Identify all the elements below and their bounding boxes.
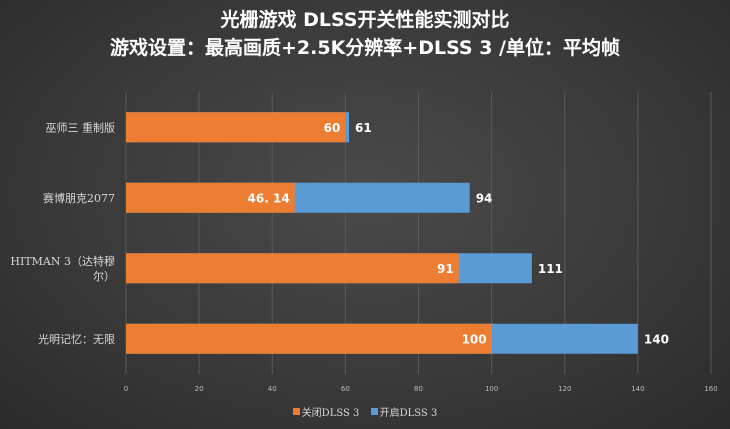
legend-label-off: 关闭DLSS 3 bbox=[301, 408, 360, 419]
legend: 关闭DLSS 3 开启DLSS 3 bbox=[0, 404, 730, 419]
x-tick-label-20: 20 bbox=[195, 385, 204, 393]
chart-title: 光栅游戏 DLSS开关性能实测对比 bbox=[220, 9, 510, 31]
category-label-0: 巫师三 重制版 bbox=[46, 120, 116, 134]
category-label-1: 赛博朋克2077 bbox=[43, 191, 115, 205]
x-tick-label-80: 80 bbox=[414, 385, 423, 393]
x-tick-label-140: 140 bbox=[631, 385, 644, 393]
data-label-on-1: 94 bbox=[476, 191, 493, 205]
category-label-2-line-1: 尔） bbox=[93, 270, 115, 283]
category-label-2-line-0: HITMAN 3（达特穆 bbox=[10, 254, 115, 268]
chart-title-block: 光栅游戏 DLSS开关性能实测对比 游戏设置：最高画质+2.5K分辨率+DLSS… bbox=[0, 6, 730, 62]
data-label-on-0: 61 bbox=[355, 121, 372, 135]
data-label-off-3: 100 bbox=[462, 332, 487, 346]
data-label-on-2: 111 bbox=[538, 262, 563, 276]
x-tick-label-0: 0 bbox=[124, 385, 128, 393]
data-label-off-1: 46. 14 bbox=[248, 191, 290, 205]
legend-swatch-off bbox=[292, 408, 300, 415]
legend-item-off: 关闭DLSS 3 bbox=[292, 404, 360, 419]
bar-off-1 bbox=[126, 182, 295, 213]
legend-label-on: 开启DLSS 3 bbox=[379, 408, 438, 419]
data-label-off-2: 91 bbox=[437, 262, 454, 276]
x-tick-label-60: 60 bbox=[341, 385, 350, 393]
data-label-on-3: 140 bbox=[644, 332, 669, 346]
category-label-3: 光明记忆：无限 bbox=[38, 332, 115, 346]
chart-subtitle: 游戏设置：最高画质+2.5K分辨率+DLSS 3 /单位：平均帧 bbox=[109, 37, 620, 59]
legend-item-on: 开启DLSS 3 bbox=[370, 404, 438, 419]
bar-off-0 bbox=[126, 112, 346, 143]
bar-off-2 bbox=[126, 253, 459, 284]
x-tick-label-160: 160 bbox=[704, 385, 717, 393]
legend-swatch-on bbox=[370, 408, 378, 415]
data-label-off-0: 60 bbox=[324, 121, 341, 135]
x-tick-label-40: 40 bbox=[268, 385, 277, 393]
x-tick-label-120: 120 bbox=[558, 385, 571, 393]
x-tick-label-100: 100 bbox=[485, 385, 498, 393]
bar-off-3 bbox=[126, 323, 492, 354]
